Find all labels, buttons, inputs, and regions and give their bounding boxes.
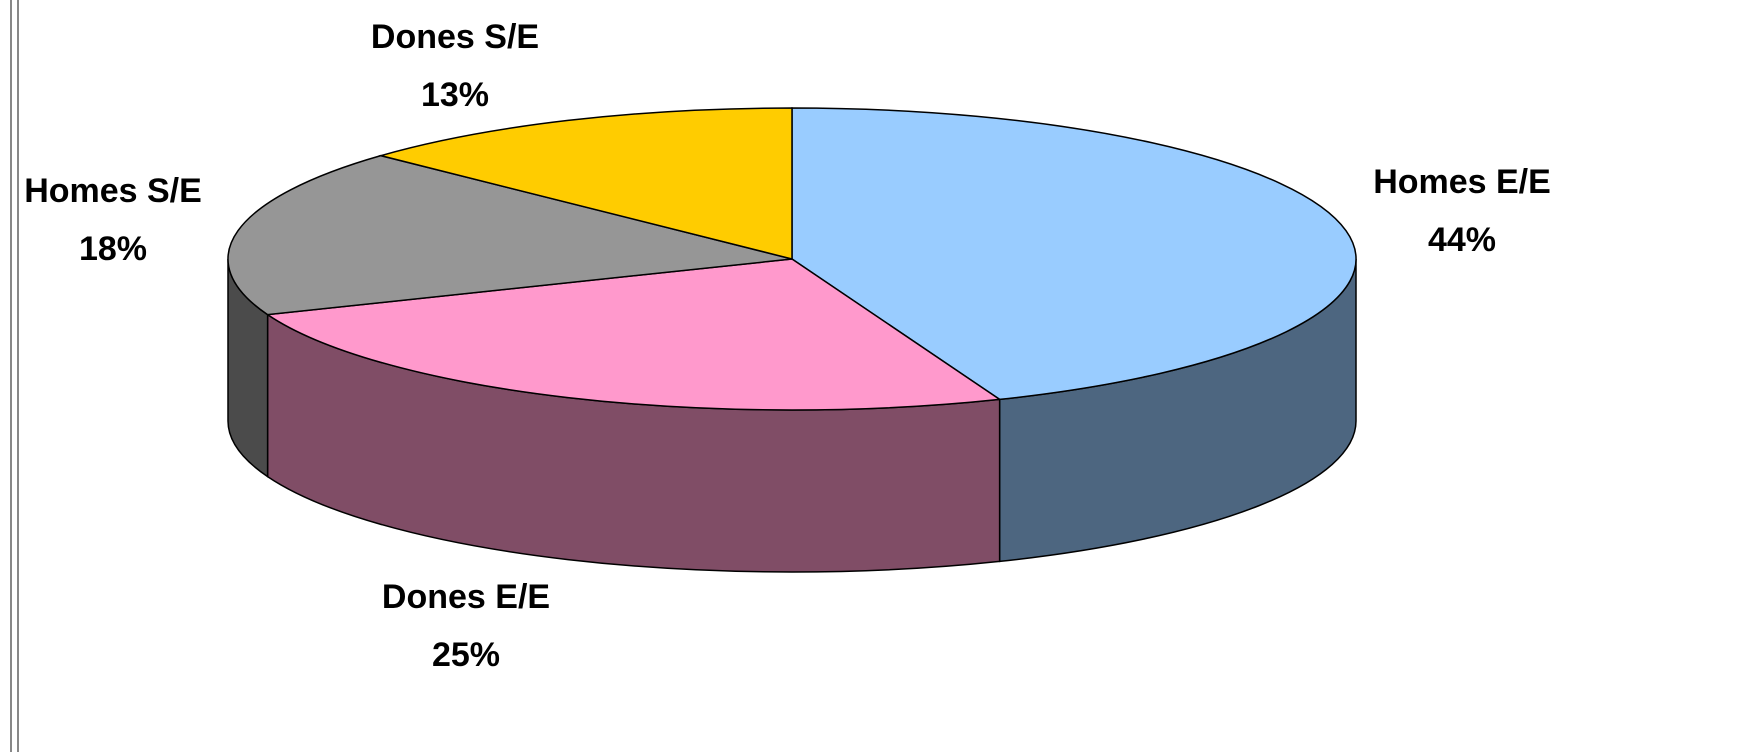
pie-slice — [791, 107, 1357, 401]
pie-slice — [265, 258, 1002, 411]
slice-value-label: 44% — [1428, 221, 1496, 259]
slice-label: Homes S/E — [24, 172, 202, 210]
slice-label: Dones S/E — [371, 18, 539, 56]
slice-label: Homes E/E — [1373, 163, 1551, 201]
pie-slice — [227, 154, 793, 316]
slice-label: Dones E/E — [382, 578, 550, 616]
pie-slice — [377, 107, 793, 260]
slice-value-label: 13% — [421, 76, 489, 114]
slice-value-label: 18% — [79, 230, 147, 268]
slice-value-label: 25% — [432, 636, 500, 674]
